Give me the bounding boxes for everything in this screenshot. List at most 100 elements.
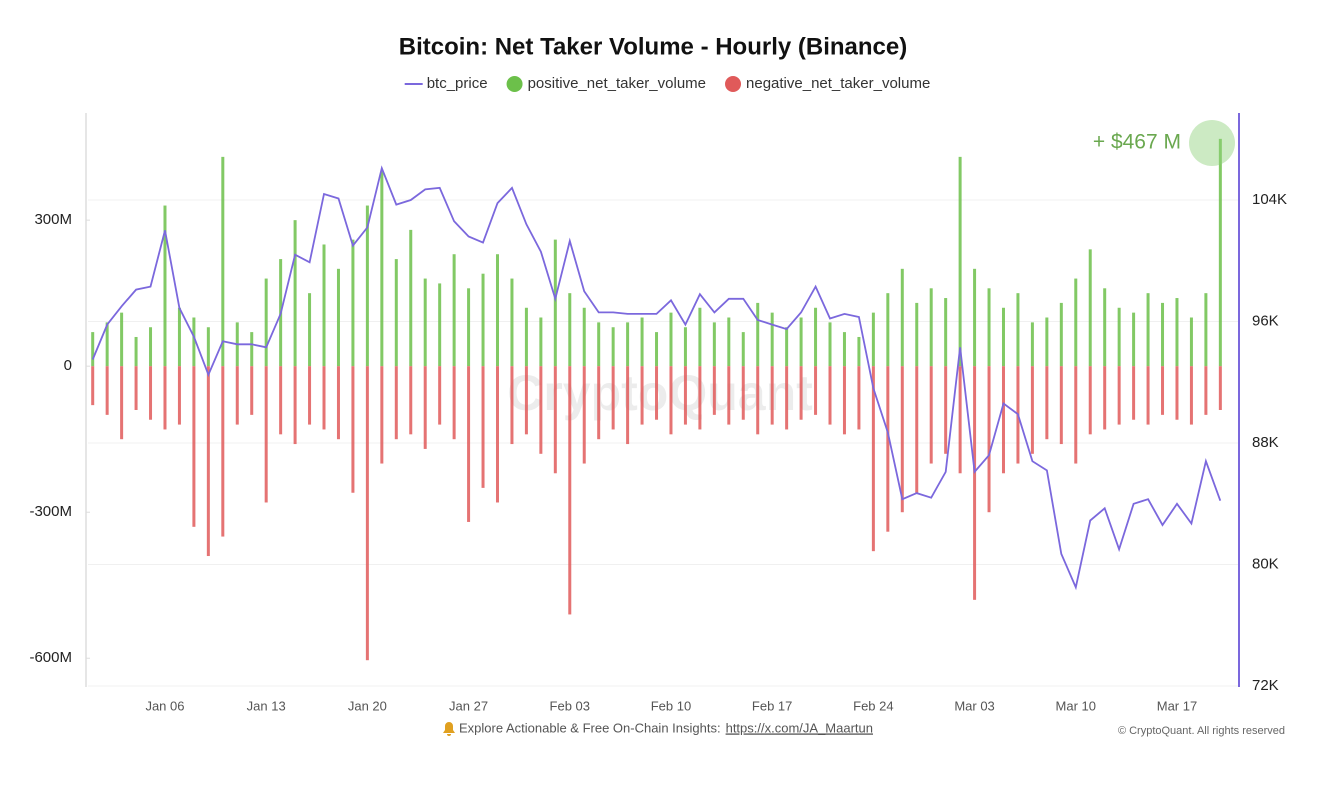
highlight-circle: [1189, 120, 1235, 166]
bar: [582, 307, 586, 367]
bar: [1001, 366, 1005, 474]
bar: [987, 288, 991, 367]
legend-item: btc_price: [404, 75, 488, 92]
bar: [915, 302, 919, 367]
bar: [1218, 366, 1222, 410]
bar: [582, 366, 586, 464]
bars: [91, 138, 1222, 661]
bar: [857, 366, 861, 430]
bar: [149, 327, 153, 367]
bar: [987, 366, 991, 513]
bar: [409, 229, 413, 367]
bar: [467, 366, 471, 522]
legend-swatch: [725, 76, 742, 92]
bar: [134, 366, 138, 410]
y2-tick-label: 88K: [1252, 434, 1279, 451]
bar: [91, 332, 95, 367]
bar: [741, 332, 745, 367]
bar: [192, 366, 196, 527]
bar: [438, 366, 442, 425]
bar: [712, 366, 716, 415]
bar: [669, 366, 673, 435]
bar: [1103, 288, 1107, 367]
bar: [177, 307, 181, 367]
bar: [1117, 307, 1121, 367]
bar: [553, 239, 557, 367]
x-tick-label: Jan 20: [348, 698, 387, 713]
bar: [308, 366, 312, 425]
bar: [944, 366, 948, 454]
bar: [741, 366, 745, 420]
legend-label: positive_net_taker_volume: [528, 75, 706, 92]
bar: [120, 312, 124, 367]
y2-tick-label: 80K: [1252, 555, 1279, 572]
legend-item: positive_net_taker_volume: [506, 75, 706, 92]
footer-text: Explore Actionable & Free On-Chain Insig…: [459, 720, 721, 735]
bar: [481, 273, 485, 367]
bar: [423, 366, 427, 449]
bar: [510, 278, 514, 367]
bar: [293, 220, 297, 367]
bar: [336, 268, 340, 367]
bar: [1045, 317, 1049, 367]
bar: [785, 327, 789, 367]
bar: [1146, 366, 1150, 425]
bar: [206, 366, 210, 557]
x-tick-label: Jan 27: [449, 698, 488, 713]
bar: [279, 366, 283, 435]
y2-tick-label: 72K: [1252, 677, 1279, 694]
bar: [727, 317, 731, 367]
bar: [1161, 366, 1165, 415]
bar: [842, 366, 846, 435]
bar: [626, 366, 630, 445]
bar: [351, 366, 355, 493]
bar: [1204, 293, 1208, 367]
bar: [756, 366, 760, 435]
legend: btc_price positive_net_taker_volume negati…: [404, 75, 930, 92]
bar: [886, 366, 890, 532]
bar: [365, 205, 369, 367]
bar: [1117, 366, 1121, 425]
bar: [409, 366, 413, 435]
lines: [91, 165, 1222, 591]
bar: [900, 366, 904, 513]
bar: [365, 366, 369, 661]
x-tick-label: Feb 03: [550, 698, 590, 713]
price-line: [91, 165, 1222, 591]
bar: [640, 366, 644, 425]
bar: [1045, 366, 1049, 440]
chart-title: Bitcoin: Net Taker Volume - Hourly (Bina…: [399, 33, 908, 60]
bar: [163, 366, 167, 430]
bar: [134, 336, 138, 367]
bar: [495, 254, 499, 367]
bar: [1074, 278, 1078, 367]
bar: [871, 366, 875, 552]
bar: [351, 239, 355, 367]
x-tick-label: Feb 10: [651, 698, 691, 713]
bar: [611, 366, 615, 430]
bar: [380, 366, 384, 464]
bar: [597, 322, 601, 367]
bar: [163, 205, 167, 367]
bar: [221, 366, 225, 537]
bar: [1016, 293, 1020, 367]
footer-link[interactable]: https://x.com/JA_Maartun: [726, 720, 873, 735]
bar: [467, 288, 471, 367]
bar: [611, 327, 615, 367]
bar: [712, 322, 716, 367]
x-tick-label: Mar 03: [954, 698, 994, 713]
bar: [1146, 293, 1150, 367]
bar: [770, 312, 774, 367]
bar: [857, 336, 861, 367]
bar: [250, 332, 254, 367]
bar: [785, 366, 789, 430]
legend-label: negative_net_taker_volume: [746, 75, 930, 92]
bar: [539, 317, 543, 367]
bar: [1132, 366, 1136, 420]
bar: [698, 307, 702, 367]
bar: [495, 366, 499, 503]
bar: [120, 366, 124, 440]
bar: [1175, 366, 1179, 420]
bar: [336, 366, 340, 440]
x-tick-label: Jan 06: [145, 698, 184, 713]
